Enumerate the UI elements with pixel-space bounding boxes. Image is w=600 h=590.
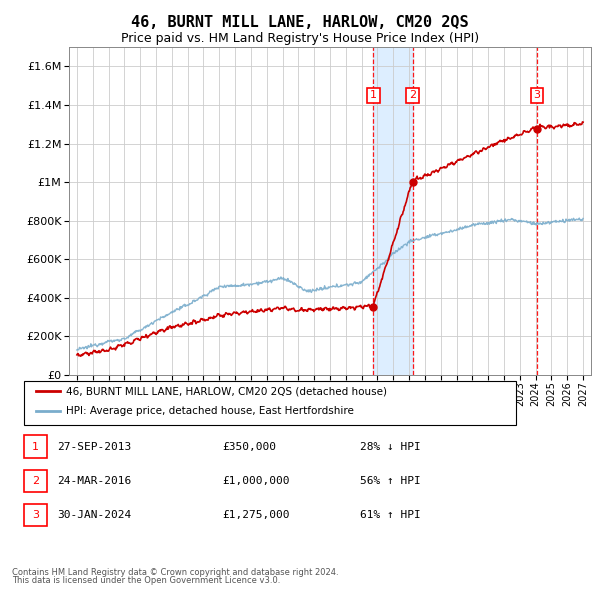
Text: 27-SEP-2013: 27-SEP-2013 [57, 442, 131, 451]
Text: 30-JAN-2024: 30-JAN-2024 [57, 510, 131, 520]
Text: 46, BURNT MILL LANE, HARLOW, CM20 2QS (detached house): 46, BURNT MILL LANE, HARLOW, CM20 2QS (d… [66, 386, 387, 396]
Text: 61% ↑ HPI: 61% ↑ HPI [360, 510, 421, 520]
Text: Contains HM Land Registry data © Crown copyright and database right 2024.: Contains HM Land Registry data © Crown c… [12, 568, 338, 577]
Text: £350,000: £350,000 [222, 442, 276, 451]
Bar [537, 47, 591, 375]
Text: This data is licensed under the Open Government Licence v3.0.: This data is licensed under the Open Gov… [12, 576, 280, 585]
Text: 46, BURNT MILL LANE, HARLOW, CM20 2QS: 46, BURNT MILL LANE, HARLOW, CM20 2QS [131, 15, 469, 30]
Text: 24-MAR-2016: 24-MAR-2016 [57, 476, 131, 486]
Bar [537, 47, 591, 375]
Text: 1: 1 [32, 442, 39, 451]
Text: HPI: Average price, detached house, East Hertfordshire: HPI: Average price, detached house, East… [66, 407, 354, 416]
Text: 1: 1 [370, 90, 377, 100]
Text: 56% ↑ HPI: 56% ↑ HPI [360, 476, 421, 486]
Text: 3: 3 [533, 90, 541, 100]
Text: 2: 2 [409, 90, 416, 100]
Text: 28% ↓ HPI: 28% ↓ HPI [360, 442, 421, 451]
Text: £1,275,000: £1,275,000 [222, 510, 290, 520]
Text: 2: 2 [32, 476, 39, 486]
Text: Price paid vs. HM Land Registry's House Price Index (HPI): Price paid vs. HM Land Registry's House … [121, 32, 479, 45]
Text: £1,000,000: £1,000,000 [222, 476, 290, 486]
Bar [373, 47, 413, 375]
Text: 3: 3 [32, 510, 39, 520]
